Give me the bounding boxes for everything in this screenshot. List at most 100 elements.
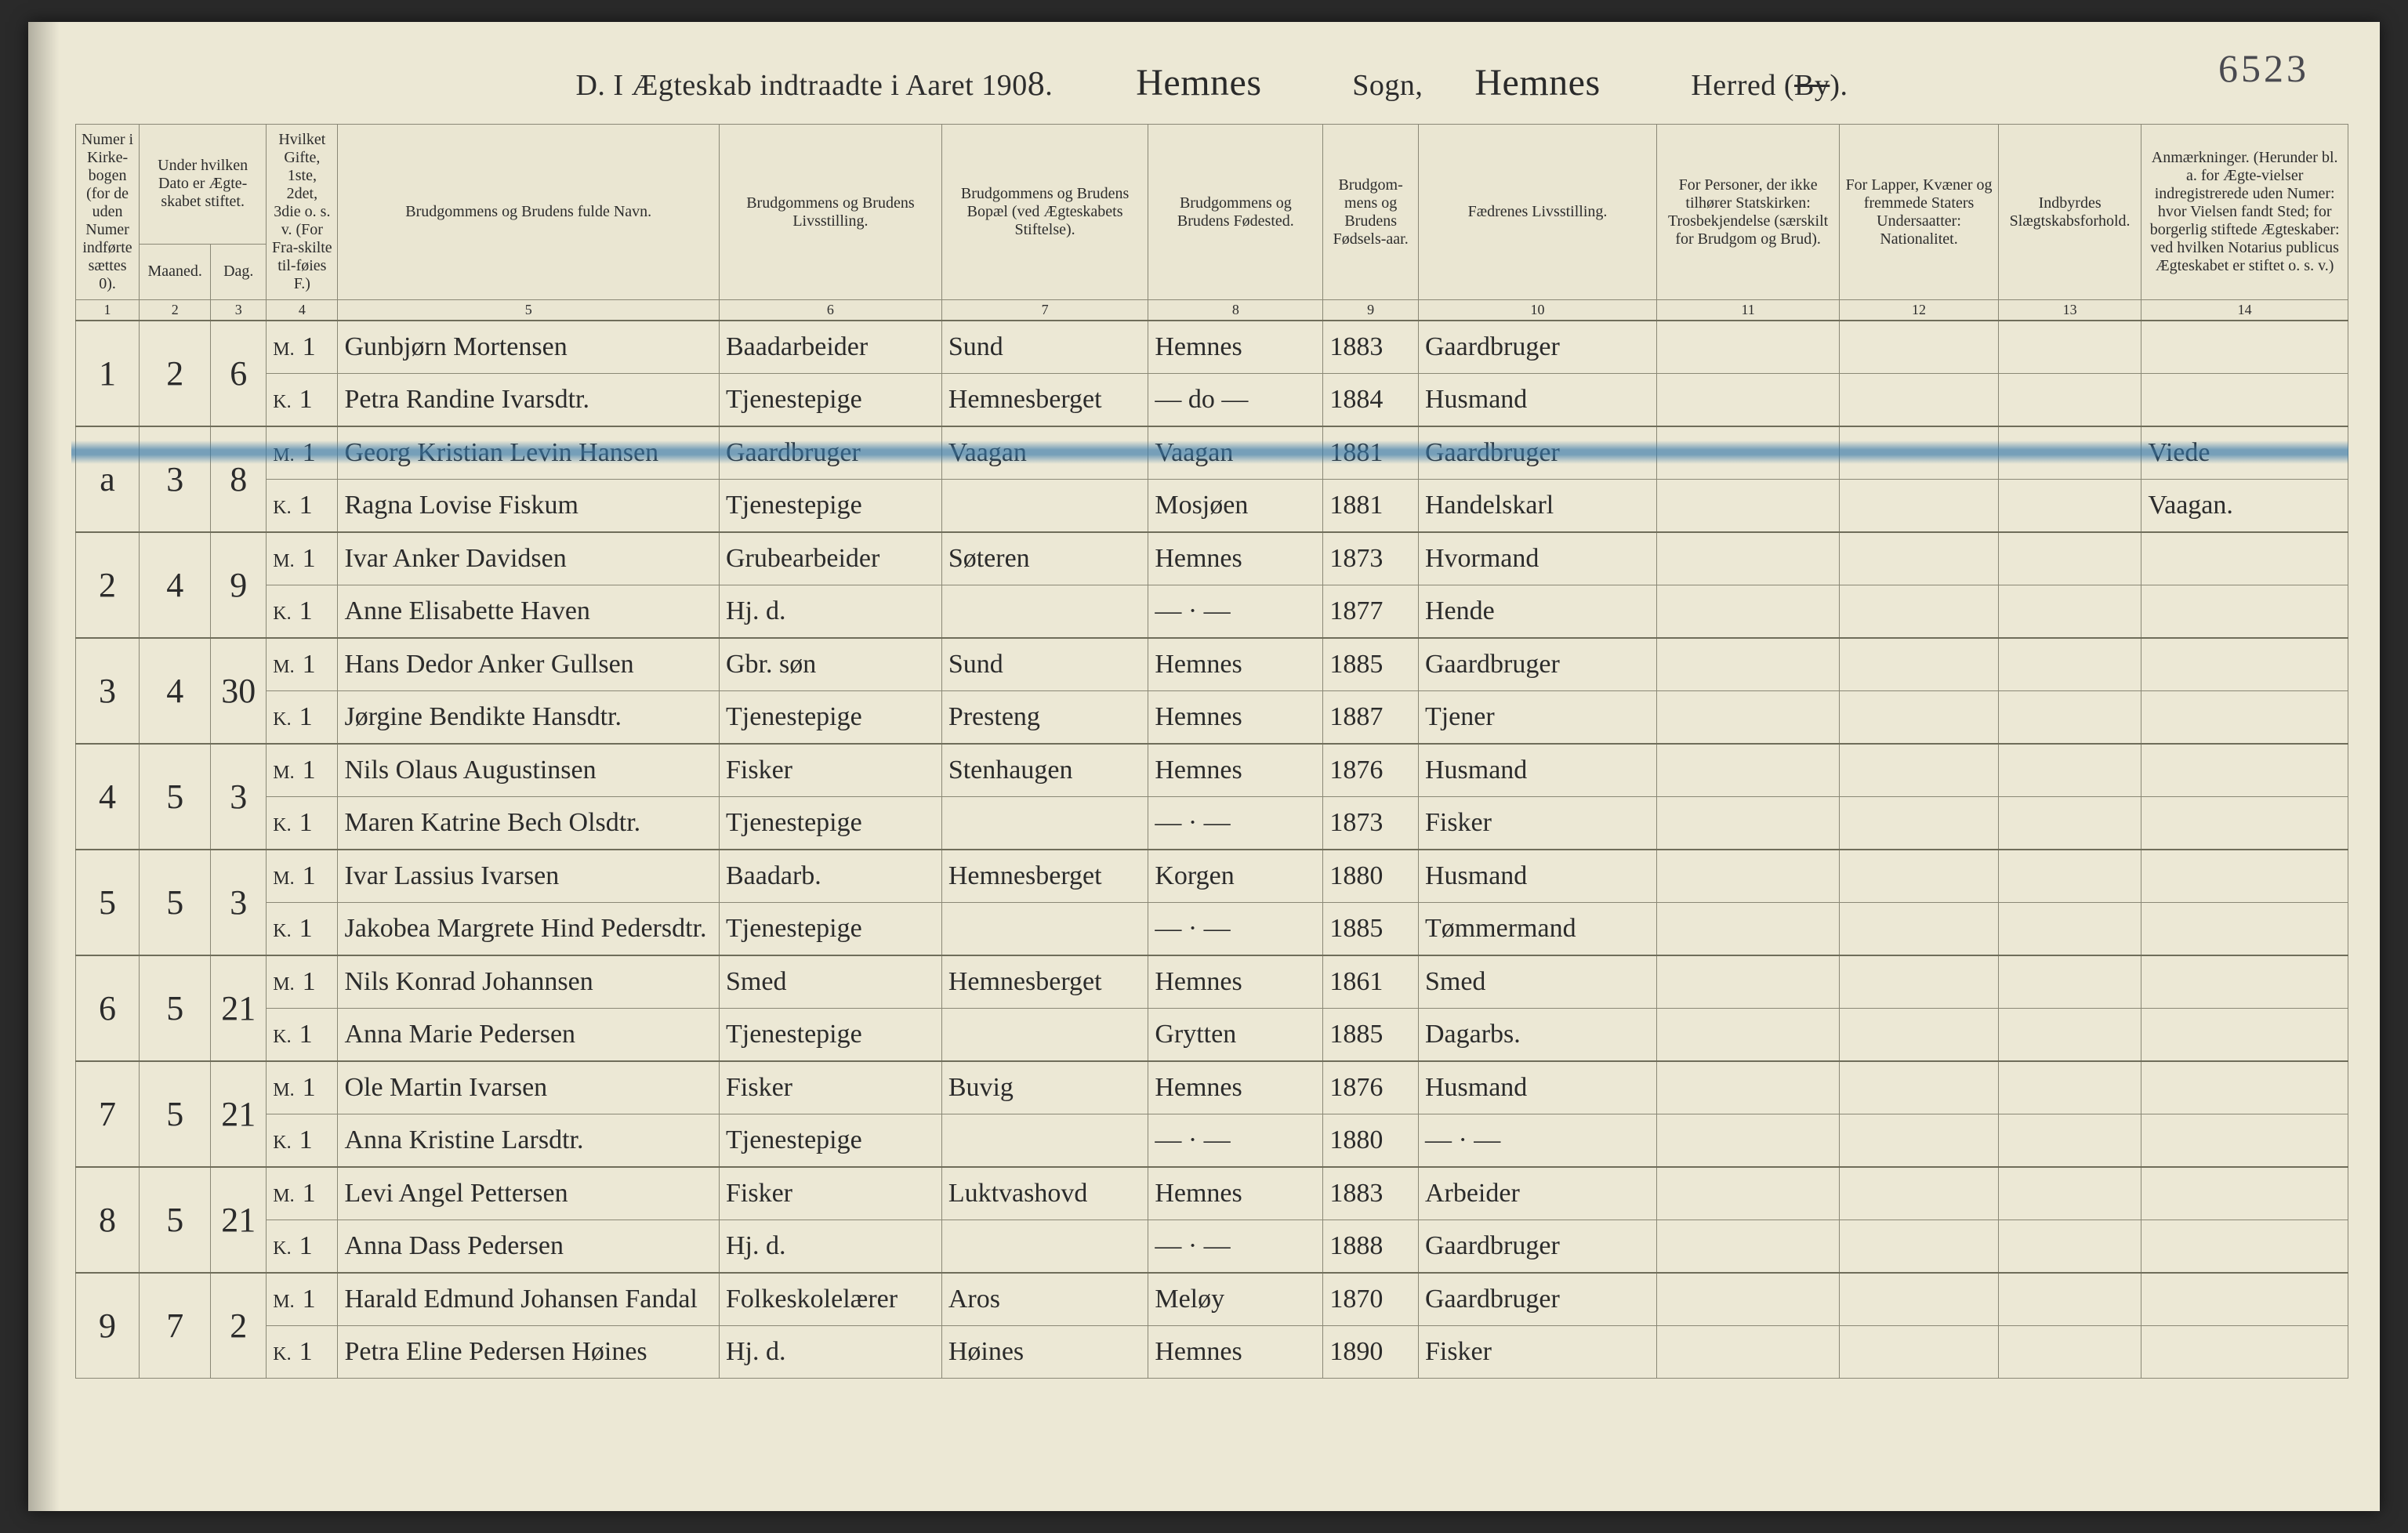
col13 [1998,1008,2141,1061]
groom-marker: M. 1 [267,1273,338,1326]
birthyear: 1888 [1323,1220,1419,1273]
col12 [1840,479,1999,532]
hn-7: 7 [941,300,1148,321]
occupation: Smed [720,955,942,1009]
table-row: 453M. 1Nils Olaus AugustinsenFiskerStenh… [76,744,2348,797]
col13 [1998,850,2141,903]
residence: Buvig [941,1061,1148,1114]
name: Nils Konrad Johannsen [338,955,720,1009]
table-row: 6521M. 1Nils Konrad JohannsenSmedHemnesb… [76,955,2348,1009]
entry-month: 5 [140,744,211,850]
hn-9: 9 [1323,300,1419,321]
col12 [1840,1061,1999,1114]
h-col4: Hvilket Gifte, 1ste, 2det, 3die o. s. v.… [267,125,338,300]
col12 [1840,955,1999,1009]
residence: Hemnesberget [941,373,1148,426]
h-col10: Fædrenes Livsstilling. [1418,125,1656,300]
birthplace: Meløy [1148,1273,1323,1326]
groom-marker: M. 1 [267,638,338,691]
birthplace: — · — [1148,902,1323,955]
occupation: Tjenestepige [720,1008,942,1061]
entry-day: 21 [211,1167,267,1273]
father-occupation: Hende [1418,585,1656,638]
name: Petra Eline Pedersen Høines [338,1325,720,1378]
father-occupation: — · — [1418,1114,1656,1167]
birthyear: 1890 [1323,1325,1419,1378]
bride-marker: K. 1 [267,1325,338,1378]
name: Anna Dass Pedersen [338,1220,720,1273]
remarks [2141,532,2348,585]
father-occupation: Tjener [1418,690,1656,744]
col11 [1657,1220,1840,1273]
table-row: K. 1Anna Dass PedersenHj. d.— · —1888Gaa… [76,1220,2348,1273]
residence: Høines [941,1325,1148,1378]
table-body: 126M. 1Gunbjørn MortensenBaadarbeiderSun… [76,321,2348,1379]
remarks [2141,796,2348,850]
hn-5: 5 [338,300,720,321]
entry-month: 5 [140,1167,211,1273]
occupation: Fisker [720,1061,942,1114]
entry-no: 2 [76,532,140,638]
name: Harald Edmund Johansen Fandal [338,1273,720,1326]
occupation: Tjenestepige [720,479,942,532]
table-row: 3430M. 1Hans Dedor Anker GullsenGbr. søn… [76,638,2348,691]
h-col13: Indbyrdes Slægtskabsforhold. [1998,125,2141,300]
residence: Vaagan [941,426,1148,480]
name: Maren Katrine Bech Olsdtr. [338,796,720,850]
col12 [1840,321,1999,374]
entry-month: 4 [140,532,211,638]
birthplace: Korgen [1148,850,1323,903]
occupation: Tjenestepige [720,796,942,850]
remarks [2141,902,2348,955]
col11 [1657,744,1840,797]
entry-no: 3 [76,638,140,744]
col13 [1998,902,2141,955]
bride-marker: K. 1 [267,796,338,850]
entry-day: 2 [211,1273,267,1379]
h-col3-day: Dag. [211,244,267,299]
remarks [2141,850,2348,903]
col12 [1840,1008,1999,1061]
name: Anna Kristine Larsdtr. [338,1114,720,1167]
col11 [1657,796,1840,850]
h-col11: For Personer, der ikke tilhører Statskir… [1657,125,1840,300]
remarks [2141,955,2348,1009]
birthyear: 1881 [1323,479,1419,532]
entry-day: 6 [211,321,267,426]
table-row: K. 1Jørgine Bendikte Hansdtr.Tjenestepig… [76,690,2348,744]
birthyear: 1880 [1323,850,1419,903]
birthplace: Hemnes [1148,1167,1323,1220]
table-row: K. 1Anne Elisabette HavenHj. d.— · —1877… [76,585,2348,638]
hn-2: 2 [140,300,211,321]
name: Petra Randine Ivarsdtr. [338,373,720,426]
folio-number: 6523 [2218,45,2309,91]
father-occupation: Handelskarl [1418,479,1656,532]
col11 [1657,955,1840,1009]
col13 [1998,532,2141,585]
occupation: Tjenestepige [720,373,942,426]
occupation: Gaardbruger [720,426,942,480]
remarks [2141,585,2348,638]
page-shadow [28,22,60,1511]
occupation: Tjenestepige [720,902,942,955]
table-row: 126M. 1Gunbjørn MortensenBaadarbeiderSun… [76,321,2348,374]
remarks [2141,373,2348,426]
col13 [1998,1114,2141,1167]
ledger-page: 6523 D. I Ægteskab indtraadte i Aaret 19… [28,22,2380,1511]
birthplace: — · — [1148,1220,1323,1273]
occupation: Hj. d. [720,585,942,638]
residence [941,1114,1148,1167]
table-row: K. 1Anna Kristine Larsdtr.Tjenestepige— … [76,1114,2348,1167]
name: Levi Angel Pettersen [338,1167,720,1220]
birthplace: Hemnes [1148,955,1323,1009]
herred-label-a: Herred ( [1691,69,1794,102]
hn-12: 12 [1840,300,1999,321]
birthyear: 1876 [1323,744,1419,797]
residence [941,1008,1148,1061]
birthyear: 1885 [1323,1008,1419,1061]
entry-month: 7 [140,1273,211,1379]
residence: Aros [941,1273,1148,1326]
table-row: K. 1Anna Marie PedersenTjenestepigeGrytt… [76,1008,2348,1061]
table-row: K. 1Petra Eline Pedersen HøinesHj. d.Høi… [76,1325,2348,1378]
entry-day: 8 [211,426,267,532]
